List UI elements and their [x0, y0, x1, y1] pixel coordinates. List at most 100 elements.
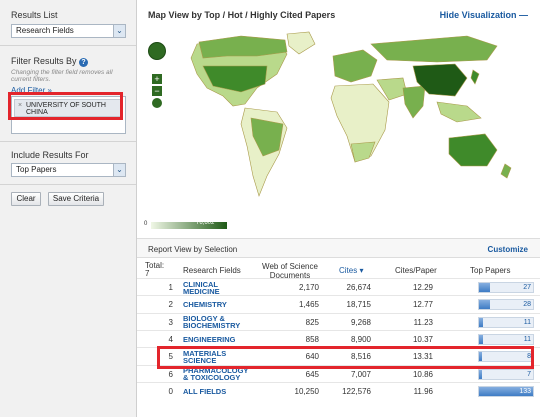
top-papers-bar-fill [479, 352, 483, 362]
top-papers-bar-fill [479, 386, 533, 396]
top-papers-bar: 11 [478, 316, 534, 328]
legend-gradient [151, 222, 227, 229]
results-list-label: Results List [11, 10, 58, 20]
include-select[interactable]: Top Papers ⌄ [11, 163, 126, 177]
cites-cell: 9,268 [350, 317, 371, 327]
map-region-russia [370, 35, 498, 63]
top-papers-value: 11 [523, 318, 531, 326]
field-link[interactable]: BIOLOGY & BIOCHEMISTRY [183, 314, 241, 331]
top-papers-bar-fill [479, 300, 491, 310]
top-papers-bar-fill [479, 317, 484, 327]
field-link[interactable]: PHARMACOLOGY & TOXICOLOGY [183, 366, 249, 382]
include-label: Include Results For [11, 150, 89, 160]
wos-cell: 10,250 [294, 386, 319, 396]
top-papers-bar-fill [479, 334, 484, 344]
rank-cell: 1 [168, 283, 173, 292]
top-papers-bar: 11 [478, 333, 534, 345]
top-papers-bar-fill [479, 283, 490, 292]
top-papers-bar-fill [479, 369, 482, 379]
header-research-fields[interactable]: Research Fields [183, 266, 241, 275]
top-papers-value: 133 [519, 387, 531, 395]
hide-visualization-link[interactable]: Hide Visualization — [439, 10, 528, 20]
total-label: Total: 7 [145, 261, 165, 278]
cites-per-paper-cell: 12.77 [412, 300, 433, 310]
sort-desc-icon: ▾ [359, 266, 364, 275]
map-region-australia [448, 133, 498, 167]
map-region-japan [470, 69, 480, 85]
map-pan-control[interactable] [148, 42, 166, 60]
wos-cell: 1,465 [298, 300, 319, 310]
divider [0, 45, 136, 46]
collapse-icon: — [519, 10, 528, 20]
globe-icon[interactable] [152, 98, 162, 108]
rank-cell: 0 [168, 386, 173, 396]
map-region-southeast-asia [436, 101, 482, 123]
top-papers-value: 28 [523, 301, 531, 309]
world-map [190, 31, 512, 197]
report-header-bar [137, 238, 540, 258]
map-region-usa [202, 65, 268, 93]
table-row: 1 CLINICAL MEDICINE 2,170 26,674 12.29 27 [137, 278, 540, 295]
map-region-china [412, 63, 468, 97]
cites-per-paper-cell: 11.96 [413, 386, 433, 396]
results-list-value: Research Fields [16, 26, 74, 35]
rank-cell: 6 [168, 369, 173, 379]
filter-tag: × UNIVERSITY OF SOUTH CHINA [14, 99, 122, 117]
table-row: 2 CHEMISTRY 1,465 18,715 12.77 28 [137, 295, 540, 312]
help-icon[interactable]: ? [79, 58, 89, 67]
cites-cell: 8,900 [350, 334, 371, 344]
top-papers-value: 11 [523, 335, 531, 343]
wos-cell: 2,170 [298, 283, 319, 292]
add-filter-link[interactable]: Add Filter » [11, 86, 52, 95]
highlight-box [157, 346, 534, 369]
top-papers-bar: 7 [478, 368, 534, 380]
top-papers-value: 8 [527, 353, 531, 361]
map-region-south-africa [350, 141, 376, 163]
filter-label: Filter Results By ? [11, 56, 89, 67]
cites-per-paper-cell: 10.86 [412, 369, 433, 379]
field-link[interactable]: CLINICAL MEDICINE [183, 279, 220, 296]
results-list-select[interactable]: Research Fields ⌄ [11, 24, 126, 38]
cites-per-paper-cell: 12.29 [412, 283, 433, 292]
field-link[interactable]: MATERIALS SCIENCE [183, 348, 227, 365]
cites-per-paper-cell: 10.37 [412, 334, 433, 344]
zoom-out-button[interactable]: − [152, 86, 162, 96]
remove-filter-icon[interactable]: × [18, 102, 23, 109]
table-row: 0 ALL FIELDS 10,250 122,576 11.96 133 [137, 381, 540, 399]
clear-button[interactable]: Clear [11, 192, 41, 206]
highlight-box [8, 92, 123, 120]
wos-cell: 645 [305, 369, 319, 379]
customize-link[interactable]: Customize [487, 245, 528, 254]
include-value: Top Papers [16, 165, 57, 174]
divider [0, 141, 136, 142]
header-cites-per-paper[interactable]: Cites/Paper [395, 266, 437, 275]
field-link[interactable]: CHEMISTRY [183, 300, 227, 310]
rank-cell: 5 [168, 352, 173, 362]
field-link[interactable]: ALL FIELDS [183, 386, 227, 396]
chevron-down-icon: ⌄ [113, 164, 125, 176]
report-title: Report View by Selection [148, 245, 238, 254]
header-wos-documents[interactable]: Web of Science Documents [262, 262, 318, 280]
chevron-down-icon: ⌄ [113, 25, 125, 37]
rank-cell: 3 [168, 317, 173, 327]
zoom-in-button[interactable]: + [152, 74, 162, 84]
main-panel: Map View by Top / Hot / Highly Cited Pap… [137, 0, 540, 417]
cites-per-paper-cell: 11.23 [413, 317, 433, 327]
top-papers-bar: 28 [478, 299, 534, 311]
map-region-greenland [286, 31, 316, 55]
save-criteria-button[interactable]: Save Criteria [48, 192, 104, 206]
legend-max: 76,602 [196, 220, 215, 226]
rank-cell: 2 [168, 300, 173, 310]
rank-cell: 4 [168, 334, 173, 344]
cites-per-paper-cell: 13.31 [412, 352, 433, 362]
table-row: 3 BIOLOGY & BIOCHEMISTRY 825 9,268 11.23 11 [137, 312, 540, 331]
cites-cell: 7,007 [350, 369, 371, 379]
cites-cell: 18,715 [346, 300, 371, 310]
header-top-papers[interactable]: Top Papers [470, 266, 511, 275]
wos-cell: 640 [305, 352, 319, 362]
filter-box: × UNIVERSITY OF SOUTH CHINA [11, 96, 126, 134]
field-link[interactable]: ENGINEERING [183, 334, 236, 344]
header-cites[interactable]: Cites ▾ [339, 266, 364, 275]
cites-cell: 8,516 [350, 352, 371, 362]
cites-cell: 122,576 [342, 386, 371, 396]
